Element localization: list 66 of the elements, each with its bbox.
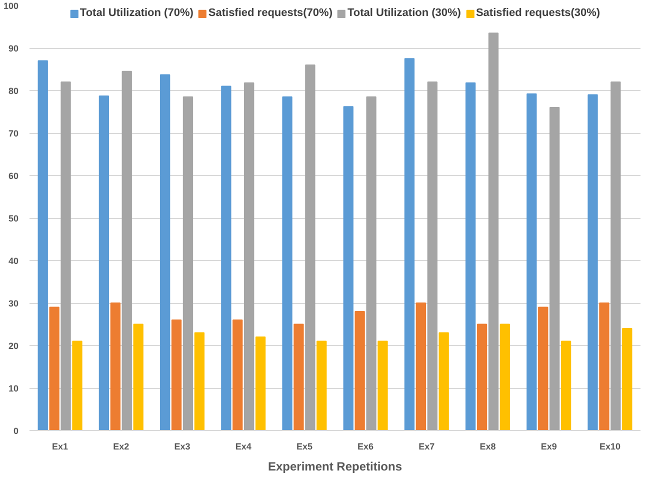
y-tick-label: 70 bbox=[8, 128, 19, 138]
bar bbox=[282, 96, 292, 430]
x-tick-label: Ex3 bbox=[174, 442, 190, 452]
bar bbox=[72, 340, 82, 430]
x-tick-label: Ex10 bbox=[599, 442, 620, 452]
bar bbox=[526, 93, 537, 430]
x-tick-label: Ex9 bbox=[540, 442, 557, 452]
bar bbox=[294, 324, 304, 430]
bar bbox=[354, 311, 365, 430]
bar bbox=[560, 340, 572, 430]
bar bbox=[316, 340, 327, 430]
x-tick-label: Ex4 bbox=[235, 442, 252, 452]
bar bbox=[404, 58, 415, 430]
y-tick-label: 50 bbox=[8, 214, 19, 224]
y-tick-label: 90 bbox=[8, 44, 19, 54]
bar bbox=[500, 324, 510, 430]
y-tick-label: 60 bbox=[8, 171, 19, 181]
bar bbox=[538, 306, 548, 430]
x-tick-label: Ex1 bbox=[52, 442, 68, 452]
y-tick-label: 80 bbox=[8, 86, 19, 96]
bar bbox=[182, 96, 194, 430]
x-tick-label: Ex2 bbox=[113, 442, 130, 452]
bar bbox=[438, 332, 449, 430]
bar bbox=[588, 94, 598, 430]
legend-label: Satisfied requests(30%) bbox=[476, 7, 600, 19]
bar bbox=[427, 82, 438, 430]
bar bbox=[255, 336, 266, 430]
bar bbox=[194, 332, 205, 430]
bar bbox=[488, 32, 499, 430]
bar bbox=[49, 306, 60, 430]
bar bbox=[599, 302, 610, 430]
y-tick-label: 100 bbox=[3, 1, 19, 11]
bar bbox=[622, 328, 632, 430]
y-tick-label: 10 bbox=[8, 384, 19, 394]
bar bbox=[110, 302, 121, 430]
bar bbox=[232, 320, 243, 430]
bar bbox=[416, 302, 426, 430]
x-tick-label: Ex7 bbox=[418, 442, 435, 452]
bar bbox=[366, 96, 376, 430]
legend-label: Total Utilization (70%) bbox=[80, 7, 194, 19]
legend-label: Total Utilization (30%) bbox=[348, 7, 461, 19]
bar bbox=[244, 82, 254, 430]
bar bbox=[38, 60, 48, 430]
legend-label: Satisfied requests(70%) bbox=[208, 7, 332, 19]
bar bbox=[465, 82, 476, 430]
y-tick-label: 0 bbox=[13, 426, 19, 436]
bar bbox=[378, 340, 388, 430]
bar bbox=[133, 324, 144, 430]
y-tick-label: 40 bbox=[8, 256, 19, 266]
x-tick-label: Ex8 bbox=[480, 442, 496, 452]
x-axis-title: Experiment Repetitions bbox=[268, 460, 402, 474]
bar bbox=[122, 70, 132, 430]
bar bbox=[171, 320, 182, 430]
x-tick-label: Ex6 bbox=[358, 442, 374, 452]
bar bbox=[98, 96, 110, 430]
y-tick-label: 20 bbox=[8, 341, 19, 351]
y-tick-label: 30 bbox=[8, 298, 19, 308]
bar bbox=[610, 82, 621, 430]
bar bbox=[305, 64, 316, 430]
x-tick-label: Ex5 bbox=[296, 442, 312, 452]
bar bbox=[549, 107, 560, 430]
bar bbox=[160, 74, 170, 430]
bar bbox=[221, 86, 232, 430]
bar bbox=[60, 82, 71, 430]
bar bbox=[476, 324, 488, 430]
bar bbox=[343, 106, 354, 430]
